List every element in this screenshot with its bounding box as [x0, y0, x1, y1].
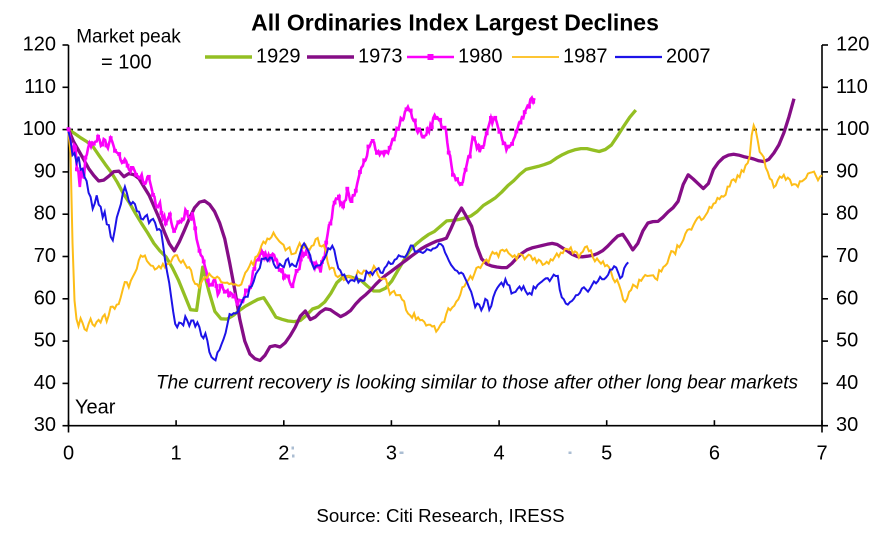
svg-text:120: 120	[23, 34, 56, 56]
svg-text:1980: 1980	[458, 46, 503, 68]
svg-text:50: 50	[34, 330, 56, 352]
svg-text:60: 60	[34, 287, 56, 309]
svg-text:70: 70	[836, 245, 858, 267]
svg-text:100: 100	[836, 118, 869, 140]
svg-text:80: 80	[836, 203, 858, 225]
svg-text:2: 2	[278, 443, 289, 465]
svg-text:50: 50	[836, 330, 858, 352]
svg-text:110: 110	[836, 76, 868, 98]
svg-text:7: 7	[816, 443, 827, 465]
svg-text:70: 70	[34, 245, 56, 267]
svg-text:6: 6	[709, 443, 720, 465]
svg-text:1973: 1973	[358, 46, 403, 68]
svg-text:1987: 1987	[563, 46, 608, 68]
svg-text:Year: Year	[75, 397, 116, 419]
svg-text:3: 3	[386, 443, 397, 465]
svg-text:2007: 2007	[666, 46, 711, 68]
svg-text:60: 60	[836, 287, 858, 309]
svg-text:1: 1	[171, 443, 182, 465]
svg-text:40: 40	[836, 372, 858, 394]
svg-text:90: 90	[34, 160, 56, 182]
svg-text:Source: Citi Research, IRESS: Source: Citi Research, IRESS	[316, 505, 564, 526]
svg-text:110: 110	[24, 76, 56, 98]
svg-text:1929: 1929	[256, 46, 301, 68]
svg-text:5: 5	[601, 443, 612, 465]
svg-text:0: 0	[63, 443, 74, 465]
svg-text:All Ordinaries Index Largest D: All Ordinaries Index Largest Declines	[251, 10, 659, 36]
svg-text:40: 40	[34, 372, 56, 394]
svg-text:30: 30	[34, 414, 56, 436]
svg-text:30: 30	[836, 414, 858, 436]
svg-text:The current recovery is lookin: The current recovery is looking similar …	[156, 373, 799, 394]
svg-text:120: 120	[836, 34, 869, 56]
svg-text:= 100: = 100	[101, 52, 152, 74]
svg-text:4: 4	[494, 443, 505, 465]
svg-text:80: 80	[34, 203, 56, 225]
svg-text:90: 90	[836, 160, 858, 182]
svg-text:Market peak: Market peak	[76, 27, 181, 48]
svg-text:100: 100	[23, 118, 56, 140]
